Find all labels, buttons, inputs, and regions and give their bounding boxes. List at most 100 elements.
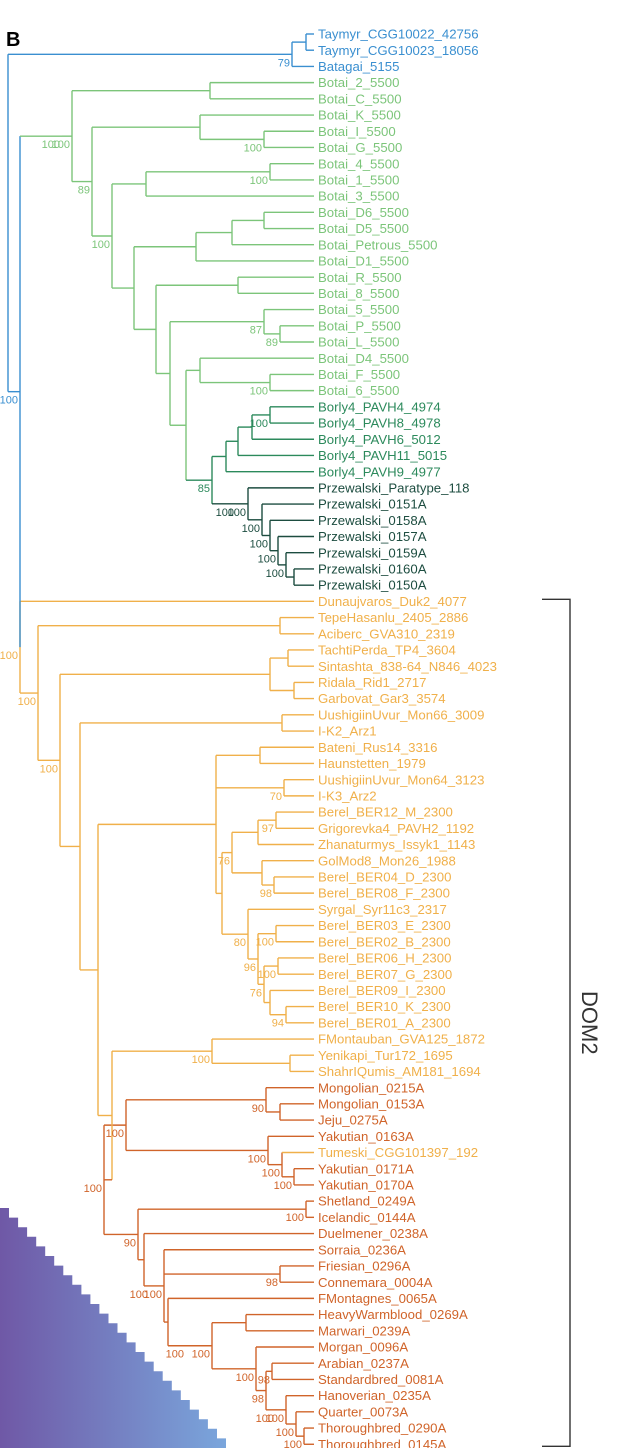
- support-value: 100: [236, 1372, 254, 1384]
- leaf-label: Przewalski_Paratype_118: [318, 480, 470, 495]
- support-value: 80: [234, 937, 246, 949]
- leaf-label: Haunstetten_1979: [318, 756, 426, 771]
- support-value: 100: [250, 418, 268, 430]
- dom2-bracket-line: [542, 598, 571, 1447]
- support-value: 100: [216, 507, 234, 519]
- tree-branches: [7, 33, 314, 1445]
- leaf-label: Botai_L_5500: [318, 335, 399, 350]
- leaf-label: Botai_Petrous_5500: [318, 237, 438, 252]
- leaf-label: Borly4_PAVH4_4974: [318, 399, 441, 414]
- leaf-label: Jeju_0275A: [318, 1113, 388, 1128]
- leaf-label: Morgan_0096A: [318, 1340, 408, 1355]
- leaf-label: Connemara_0004A: [318, 1275, 433, 1290]
- support-value: 90: [252, 1103, 264, 1115]
- support-value: 98: [258, 1374, 270, 1386]
- leaf-label: Berel_BER04_D_2300: [318, 870, 451, 885]
- support-value: 94: [272, 1018, 284, 1030]
- leaf-label: Yakutian_0170A: [318, 1178, 414, 1193]
- support-value: 100: [0, 395, 18, 407]
- leaf-label: Berel_BER08_F_2300: [318, 886, 450, 901]
- support-value: 70: [270, 791, 282, 803]
- leaf-label: GolMod8_Mon26_1988: [318, 853, 456, 868]
- leaf-label: I-K3_Arz2: [318, 788, 377, 803]
- leaf-label: Mongolian_0153A: [318, 1096, 425, 1111]
- leaf-label: FMontauban_GVA125_1872: [318, 1032, 485, 1047]
- support-value: 100: [84, 1183, 102, 1195]
- leaf-label: Yakutian_0171A: [318, 1161, 414, 1176]
- leaf-label: Thoroughbred_0290A: [318, 1421, 447, 1436]
- support-value: 89: [78, 185, 90, 197]
- leaf-label: Botai_6_5500: [318, 383, 399, 398]
- support-value: 100: [256, 937, 274, 949]
- leaf-label: Berel_BER07_G_2300: [318, 967, 452, 982]
- leaf-label: Friesian_0296A: [318, 1259, 411, 1274]
- support-value: 98: [266, 1277, 278, 1289]
- leaf-label: Botai_D1_5500: [318, 254, 409, 269]
- leaf-label: Botai_3_5500: [318, 189, 399, 204]
- leaf-label: Mongolian_0215A: [318, 1080, 425, 1095]
- leaf-label: Batagai_5155: [318, 59, 399, 74]
- support-value: 100: [276, 1427, 294, 1439]
- support-value: 100: [106, 1128, 124, 1140]
- leaf-label: Przewalski_0150A: [318, 578, 427, 593]
- leaf-label: Standardbred_0081A: [318, 1372, 444, 1387]
- leaf-label: Przewalski_0151A: [318, 497, 427, 512]
- support-value: 100: [250, 538, 268, 550]
- leaf-label: Botai_C_5500: [318, 91, 402, 106]
- support-value: 100: [262, 1168, 280, 1180]
- leaf-label: Berel_BER02_B_2300: [318, 934, 451, 949]
- leaf-label: Botai_K_5500: [318, 108, 401, 123]
- leaf-label: Botai_2_5500: [318, 75, 399, 90]
- leaf-label: Sintashta_838-64_N846_4023: [318, 659, 497, 674]
- support-value: 89: [266, 337, 278, 349]
- leaf-label: Garbovat_Gar3_3574: [318, 691, 446, 706]
- heatmap-corner: [0, 1208, 226, 1448]
- support-value: 87: [250, 325, 262, 337]
- leaf-label: Yenikapi_Tur172_1695: [318, 1048, 453, 1063]
- support-value: 100: [92, 239, 110, 251]
- leaf-label: Aciberc_GVA310_2319: [318, 626, 455, 641]
- leaf-label: Przewalski_0160A: [318, 562, 427, 577]
- leaf-label: Ridala_Rid1_2717: [318, 675, 427, 690]
- support-value: 100: [228, 507, 246, 519]
- leaf-label: Sorraia_0236A: [318, 1242, 406, 1257]
- leaf-label: FMontagnes_0065A: [318, 1291, 437, 1306]
- leaf-label: Marwari_0239A: [318, 1323, 411, 1338]
- leaf-label: Yakutian_0163A: [318, 1129, 414, 1144]
- leaf-label: Botai_D5_5500: [318, 221, 409, 236]
- leaf-label: Botai_R_5500: [318, 270, 402, 285]
- leaf-label: Thoroughbred_0145A: [318, 1437, 447, 1448]
- leaf-label: Berel_BER10_K_2300: [318, 999, 451, 1014]
- leaf-label: Botai_D4_5500: [318, 351, 409, 366]
- support-value: 100: [258, 969, 276, 981]
- support-value: 100: [192, 1054, 210, 1066]
- support-value: 100: [144, 1289, 162, 1301]
- panel-label: B: [6, 29, 20, 51]
- support-value: 100: [40, 763, 58, 775]
- support-value: 76: [250, 987, 262, 999]
- leaf-label: Berel_BER03_E_2300: [318, 918, 451, 933]
- leaf-label: Berel_BER06_H_2300: [318, 951, 451, 966]
- support-value: 100: [266, 568, 284, 580]
- leaf-label: Przewalski_0157A: [318, 529, 427, 544]
- leaf-label: Botai_F_5500: [318, 367, 400, 382]
- support-value: 90: [124, 1237, 136, 1249]
- support-values: 7910010089871001001001001001001001008510…: [0, 57, 304, 1448]
- support-value: 100: [286, 1212, 304, 1224]
- support-value: 100: [42, 139, 60, 151]
- support-value: 96: [244, 962, 256, 974]
- leaf-label: Tumeski_CGG101397_192: [318, 1145, 478, 1160]
- leaf-label: Berel_BER09_I_2300: [318, 983, 446, 998]
- leaf-label: Botai_4_5500: [318, 156, 399, 171]
- leaf-label: Zhanaturmys_Issyk1_1143: [318, 837, 475, 852]
- leaf-label: TepeHasanlu_2405_2886: [318, 610, 468, 625]
- support-value: 100: [18, 696, 36, 708]
- support-value: 79: [278, 57, 290, 69]
- leaf-label: Botai_I_5500: [318, 124, 396, 139]
- support-value: 100: [244, 142, 262, 154]
- support-value: 100: [258, 554, 276, 566]
- leaf-label: Botai_G_5500: [318, 140, 402, 155]
- leaf-label: Dunaujvaros_Duk2_4077: [318, 594, 467, 609]
- leaf-label: UushigiinUvur_Mon66_3009: [318, 707, 484, 722]
